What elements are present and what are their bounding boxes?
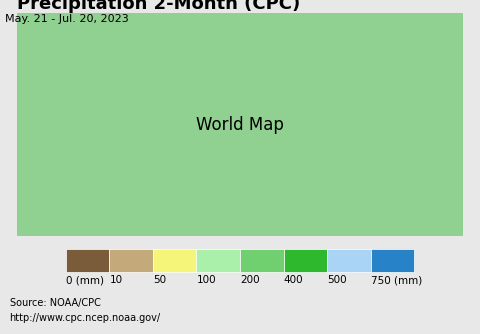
Text: 10: 10	[109, 275, 122, 285]
Text: May. 21 - Jul. 20, 2023: May. 21 - Jul. 20, 2023	[5, 14, 129, 24]
Text: World Map: World Map	[196, 116, 284, 134]
Bar	[284, 249, 327, 272]
Text: http://www.cpc.ncep.noaa.gov/: http://www.cpc.ncep.noaa.gov/	[10, 313, 161, 323]
Bar	[371, 249, 414, 272]
Text: Source: NOAA/CPC: Source: NOAA/CPC	[10, 298, 100, 308]
Text: 400: 400	[284, 275, 303, 285]
Text: 50: 50	[153, 275, 166, 285]
Text: 0 (mm): 0 (mm)	[66, 275, 104, 285]
Text: 100: 100	[196, 275, 216, 285]
Bar	[327, 249, 371, 272]
Bar	[109, 249, 153, 272]
Bar	[153, 249, 196, 272]
Text: 500: 500	[327, 275, 347, 285]
Bar	[240, 249, 284, 272]
Bar	[196, 249, 240, 272]
Text: 200: 200	[240, 275, 260, 285]
Text: Precipitation 2-Month (CPC): Precipitation 2-Month (CPC)	[17, 0, 300, 13]
Text: 750 (mm): 750 (mm)	[371, 275, 422, 285]
Bar	[66, 249, 109, 272]
